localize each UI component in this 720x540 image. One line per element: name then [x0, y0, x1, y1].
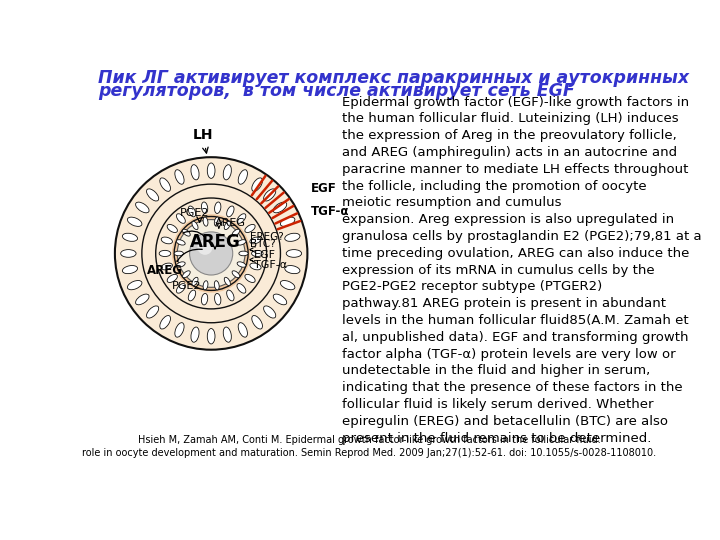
Ellipse shape [273, 202, 287, 213]
Ellipse shape [237, 214, 246, 224]
Ellipse shape [207, 163, 215, 178]
Ellipse shape [160, 315, 171, 329]
Ellipse shape [227, 290, 234, 301]
Circle shape [197, 240, 212, 255]
Ellipse shape [237, 284, 246, 293]
Ellipse shape [215, 217, 219, 226]
Ellipse shape [223, 327, 231, 342]
Circle shape [173, 215, 250, 292]
Ellipse shape [280, 280, 295, 290]
Ellipse shape [223, 165, 231, 180]
FancyArrowPatch shape [183, 231, 204, 237]
Ellipse shape [202, 293, 208, 305]
Ellipse shape [252, 315, 263, 329]
Ellipse shape [147, 189, 158, 201]
Ellipse shape [227, 206, 234, 217]
Ellipse shape [121, 249, 136, 257]
Ellipse shape [215, 293, 221, 305]
Ellipse shape [232, 229, 240, 236]
Ellipse shape [239, 251, 248, 256]
Ellipse shape [251, 251, 263, 256]
Text: регуляторов,  в том числе активирует сеть EGF: регуляторов, в том числе активирует сеть… [98, 82, 575, 100]
Ellipse shape [122, 233, 138, 241]
Ellipse shape [183, 271, 190, 278]
Circle shape [174, 217, 248, 291]
Circle shape [177, 220, 245, 287]
Text: AREG: AREG [147, 264, 183, 277]
Ellipse shape [160, 178, 171, 191]
Text: EGF: EGF [253, 250, 276, 260]
Text: Пик ЛГ активирует комплекс паракринных и аутокринных: Пик ЛГ активирует комплекс паракринных и… [98, 69, 689, 86]
Ellipse shape [167, 274, 177, 282]
Ellipse shape [161, 237, 172, 244]
Ellipse shape [147, 306, 158, 318]
Ellipse shape [237, 262, 246, 267]
Text: TGF-α: TGF-α [253, 260, 287, 270]
Ellipse shape [122, 266, 138, 274]
Ellipse shape [284, 233, 300, 241]
Ellipse shape [237, 240, 246, 245]
Ellipse shape [176, 240, 185, 245]
Ellipse shape [238, 323, 248, 337]
Circle shape [189, 232, 233, 275]
Ellipse shape [192, 221, 198, 229]
Circle shape [115, 157, 307, 350]
Ellipse shape [176, 214, 185, 224]
Text: AREG: AREG [189, 233, 240, 251]
Ellipse shape [264, 189, 276, 201]
Ellipse shape [159, 251, 171, 256]
Ellipse shape [215, 281, 219, 290]
Ellipse shape [127, 280, 142, 290]
Ellipse shape [250, 237, 261, 244]
Text: PGE2: PGE2 [172, 281, 202, 291]
Ellipse shape [280, 217, 295, 226]
Ellipse shape [232, 271, 240, 278]
Ellipse shape [202, 202, 208, 213]
Ellipse shape [203, 281, 208, 290]
Ellipse shape [203, 217, 208, 226]
Text: TGF-α: TGF-α [311, 205, 350, 218]
Ellipse shape [188, 290, 196, 301]
Ellipse shape [174, 251, 184, 256]
FancyArrowPatch shape [177, 249, 202, 261]
Text: PGE2: PGE2 [179, 208, 209, 218]
Ellipse shape [264, 306, 276, 318]
Ellipse shape [273, 294, 287, 305]
Ellipse shape [284, 266, 300, 274]
Text: EREG?: EREG? [250, 232, 284, 241]
Text: BTC?: BTC? [250, 239, 275, 249]
Ellipse shape [188, 206, 196, 217]
Ellipse shape [176, 262, 185, 267]
Ellipse shape [287, 249, 302, 257]
Ellipse shape [191, 327, 199, 342]
Ellipse shape [191, 165, 199, 180]
Text: EGF: EGF [311, 182, 337, 195]
Ellipse shape [161, 263, 172, 270]
Ellipse shape [245, 274, 255, 282]
Ellipse shape [238, 170, 248, 184]
Ellipse shape [224, 221, 230, 229]
Ellipse shape [183, 229, 190, 236]
Ellipse shape [192, 278, 198, 286]
Ellipse shape [175, 170, 184, 184]
Text: LH: LH [193, 128, 214, 142]
Text: Hsieh M, Zamah AM, Conti M. Epidermal growth factor-like growth factors in the f: Hsieh M, Zamah AM, Conti M. Epidermal gr… [82, 435, 656, 457]
Text: AREG: AREG [215, 218, 246, 228]
Ellipse shape [127, 217, 142, 226]
Ellipse shape [207, 328, 215, 344]
Ellipse shape [135, 202, 149, 213]
Ellipse shape [250, 263, 261, 270]
Ellipse shape [176, 284, 185, 293]
Ellipse shape [167, 225, 177, 233]
Ellipse shape [175, 323, 184, 337]
Ellipse shape [245, 225, 255, 233]
Ellipse shape [135, 294, 149, 305]
Ellipse shape [224, 278, 230, 286]
Text: Epidermal growth factor (EGF)-like growth factors in
the human follicular fluid.: Epidermal growth factor (EGF)-like growt… [342, 96, 702, 444]
Ellipse shape [215, 202, 221, 213]
Ellipse shape [252, 178, 263, 191]
